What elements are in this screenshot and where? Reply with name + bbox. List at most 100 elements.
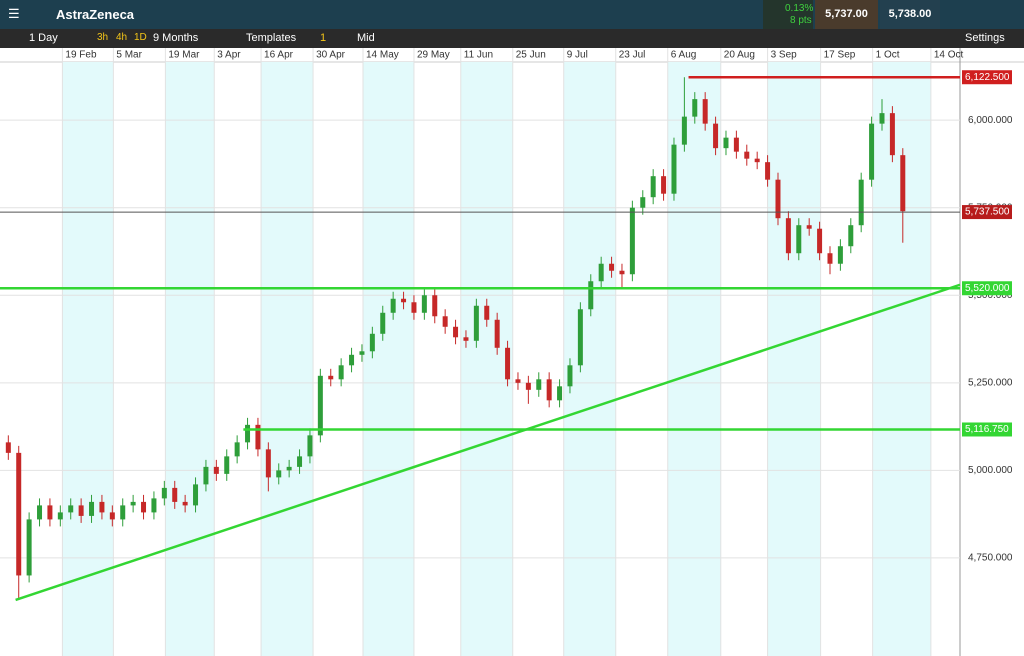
level-label: 6,122.500 — [965, 72, 1010, 83]
settings[interactable]: Settings — [965, 32, 1005, 44]
candle-body — [57, 512, 63, 520]
x-tick-label: 5 Mar — [116, 50, 142, 61]
candle-body — [286, 466, 292, 471]
count[interactable]: 1 — [320, 32, 327, 44]
x-tick-label: 30 Apr — [316, 50, 346, 61]
candle-body — [338, 365, 344, 380]
x-tick-label: 3 Apr — [217, 50, 241, 61]
candle-body — [671, 144, 677, 194]
candle-body — [182, 501, 188, 506]
candle-body — [702, 99, 708, 124]
candle-body — [546, 379, 552, 401]
interval[interactable]: 1 Day — [29, 32, 58, 44]
candle-body — [78, 505, 84, 516]
level-label-bg — [962, 422, 1012, 437]
candle-body — [26, 519, 32, 576]
candle-body — [265, 449, 271, 478]
x-tick-label: 17 Sep — [824, 50, 856, 61]
candle-body — [505, 347, 511, 380]
week-band — [62, 62, 114, 656]
candle-body — [827, 253, 833, 264]
quick[interactable]: 4h — [116, 32, 128, 43]
candle-body — [203, 466, 209, 485]
candle-body — [713, 123, 719, 149]
x-tick-label: 19 Mar — [168, 50, 200, 61]
candle-body — [785, 218, 791, 254]
candle-body — [5, 442, 11, 453]
candle-body — [141, 501, 147, 513]
change-pts: 8 pts — [790, 15, 812, 26]
y-tick-label: 5,000.000 — [968, 465, 1013, 476]
candle-body — [307, 435, 313, 457]
templates[interactable]: Templates — [246, 32, 297, 44]
x-tick-label: 25 Jun — [516, 50, 546, 61]
y-tick-label: 5,500.000 — [968, 290, 1013, 301]
candle-body — [588, 281, 594, 310]
quick[interactable]: 1D — [134, 32, 147, 43]
candle-body — [775, 179, 781, 219]
candle-body — [349, 354, 355, 366]
y-tick-label: 6,000.000 — [968, 115, 1013, 126]
week-band — [362, 62, 414, 656]
candle-body — [297, 456, 303, 467]
candle-body — [661, 176, 667, 194]
x-tick-label: 14 Oct — [934, 50, 964, 61]
candle-body — [193, 484, 199, 506]
x-tick-label: 9 Jul — [567, 50, 588, 61]
candle-body — [473, 305, 479, 341]
candle-body — [817, 228, 823, 254]
candle-body — [442, 316, 448, 327]
candle-body — [68, 505, 74, 513]
candle-body — [432, 295, 438, 317]
candle-body — [598, 263, 604, 282]
candle-body — [744, 151, 750, 159]
x-tick-label: 14 May — [366, 50, 399, 61]
candle-body — [754, 158, 760, 163]
candle-body — [806, 225, 812, 229]
candle-body — [172, 487, 178, 502]
menu[interactable]: ☰ — [8, 6, 20, 21]
candle-body — [37, 505, 43, 520]
x-tick-label: 20 Aug — [724, 50, 755, 61]
candle-body — [130, 501, 136, 506]
week-band — [460, 62, 513, 656]
quick[interactable]: 3h — [97, 32, 109, 43]
candle-body — [99, 501, 105, 513]
candle-body — [411, 302, 417, 313]
candle-body — [858, 179, 864, 226]
candle-body — [401, 298, 407, 303]
candle-body — [234, 442, 240, 457]
candle-body — [161, 487, 167, 499]
x-tick-label: 3 Sep — [771, 50, 798, 61]
level-label: 5,737.500 — [965, 207, 1010, 218]
candle-body — [525, 382, 531, 390]
buy-price[interactable]: 5,738.00 — [880, 0, 940, 29]
candle-body — [328, 375, 334, 380]
week-band — [667, 62, 721, 656]
week-band — [563, 62, 616, 656]
y-tick-label: 4,750.000 — [968, 553, 1013, 564]
x-tick-label: 11 Jun — [464, 50, 493, 61]
price-type[interactable]: Mid — [357, 32, 375, 44]
candle-body — [879, 113, 885, 124]
candle-body — [276, 470, 282, 478]
candle-body — [681, 116, 687, 145]
candle-body — [421, 295, 427, 313]
x-tick-label: 16 Apr — [264, 50, 294, 61]
candle-body — [245, 424, 251, 443]
x-tick-label: 1 Oct — [876, 50, 900, 61]
candle-body — [765, 162, 771, 180]
range[interactable]: 9 Months — [153, 32, 199, 44]
candle-body — [453, 326, 459, 338]
candle-body — [89, 501, 95, 516]
candle-body — [390, 298, 396, 313]
candle-body — [889, 113, 895, 156]
candle-body — [557, 386, 563, 401]
change-pct: 0.13% — [785, 3, 814, 14]
candle-body — [640, 197, 646, 208]
candle-body — [47, 505, 53, 520]
candle-body — [619, 270, 625, 275]
sell-price[interactable]: 5,737.00 — [815, 0, 878, 29]
candle-body — [484, 305, 490, 320]
